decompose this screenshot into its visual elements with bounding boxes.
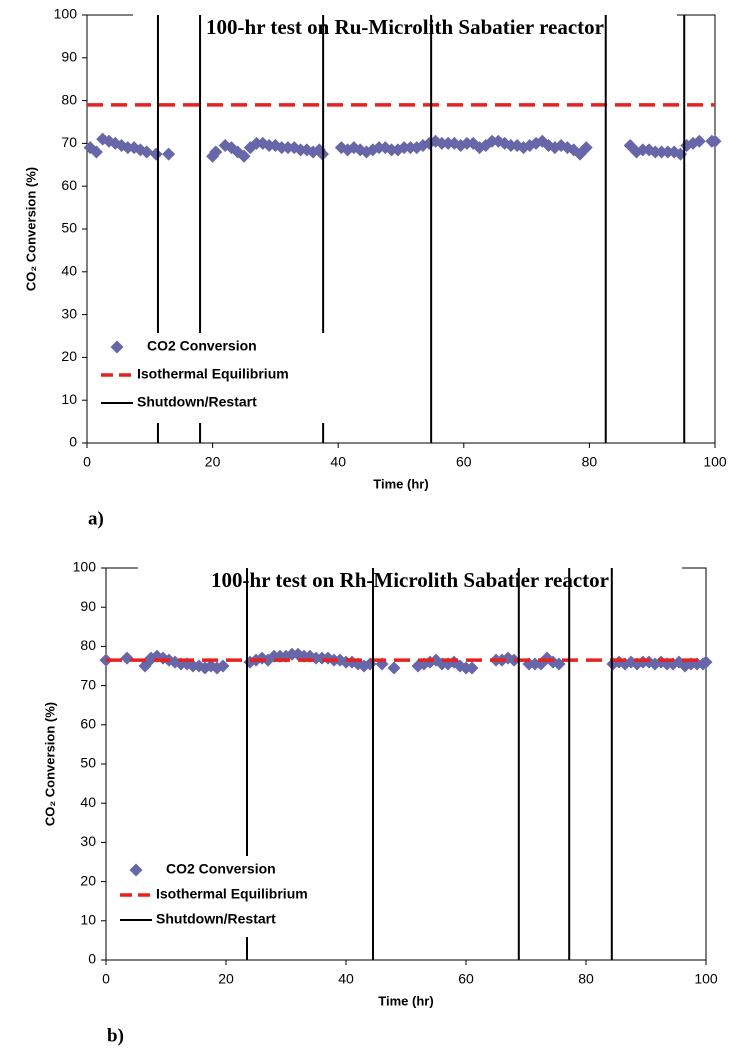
x-tick-label: 40 [330,454,346,470]
data-point [708,134,722,148]
x-tick-label: 80 [578,971,594,987]
legend-box [116,856,356,937]
legend-label: Shutdown/Restart [137,394,257,410]
legend-label: CO2 Conversion [166,861,276,877]
legend-box [97,333,337,423]
x-tick-label: 0 [83,454,91,470]
y-tick-label: 90 [80,598,96,614]
y-tick-label: 10 [61,391,77,407]
x-tick-label: 20 [218,971,234,987]
panel-caption: a) [88,508,104,529]
legend-label: CO2 Conversion [147,338,257,354]
y-tick-label: 10 [80,912,96,928]
y-tick-label: 0 [69,434,77,450]
chart: 0 10 20 30 40 50 60 70 80 90 100 0 20 40 60 80 100 Time (… [23,6,726,530]
x-tick-label: 40 [338,971,354,987]
data-point [162,147,176,161]
legend: CO2 Conversion Isothermal Equilibrium Shut… [116,856,356,937]
panel-caption: b) [107,1025,124,1046]
data-point [237,149,251,163]
data-point [89,145,103,159]
title-backing [138,566,682,596]
y-tick-label: 80 [61,91,77,107]
x-axis-label: Time (hr) [378,993,433,1008]
y-tick-label: 50 [80,755,96,771]
y-tick-label: 0 [88,951,96,967]
x-tick-label: 100 [703,454,727,470]
title-backing [133,13,677,43]
legend-swatch [110,340,124,354]
y-tick-label: 70 [61,134,77,150]
y-tick-label: 40 [80,794,96,810]
data-point [387,661,401,675]
y-tick-label: 20 [61,348,77,364]
x-tick-label: 60 [458,971,474,987]
x-tick-label: 80 [582,454,598,470]
legend-label: Isothermal Equilibrium [156,886,308,902]
y-tick-label: 50 [61,220,77,236]
data-point [149,147,163,161]
chart-title: 100-hr test on Ru-Microlith Sabatier rea… [206,15,604,39]
y-tick-label: 30 [80,833,96,849]
data-point [209,145,223,159]
y-axis-label: CO₂ Conversion (%) [23,167,38,291]
y-tick-label: 100 [73,559,97,575]
data-point [140,145,154,159]
x-tick-label: 100 [694,971,718,987]
chart-title: 100-hr test on Rh-Microlith Sabatier rea… [211,568,609,592]
x-axis-label: Time (hr) [373,476,428,491]
y-tick-label: 20 [80,872,96,888]
y-tick-label: 60 [61,177,77,193]
x-tick-label: 20 [205,454,221,470]
y-tick-label: 60 [80,716,96,732]
data-point [216,659,230,673]
data-point [579,141,593,155]
data-point [692,134,706,148]
y-tick-label: 90 [61,49,77,65]
y-tick-label: 70 [80,676,96,692]
x-tick-label: 60 [456,454,472,470]
legend-swatch [129,863,143,877]
y-axis-label: CO₂ Conversion (%) [42,702,57,826]
y-tick-label: 100 [54,6,78,22]
chart: 0 10 20 30 40 50 60 70 80 90 100 0 20 40 60 80 100 Time (… [42,559,717,1047]
y-tick-label: 40 [61,263,77,279]
data-point [699,655,713,669]
y-tick-label: 80 [80,637,96,653]
data-point [465,661,479,675]
data-point [120,651,134,665]
legend-label: Isothermal Equilibrium [137,366,289,382]
legend-label: Shutdown/Restart [156,911,276,927]
y-tick-label: 30 [61,305,77,321]
legend: CO2 Conversion Isothermal Equilibrium Shut… [97,333,337,423]
x-tick-label: 0 [102,971,110,987]
